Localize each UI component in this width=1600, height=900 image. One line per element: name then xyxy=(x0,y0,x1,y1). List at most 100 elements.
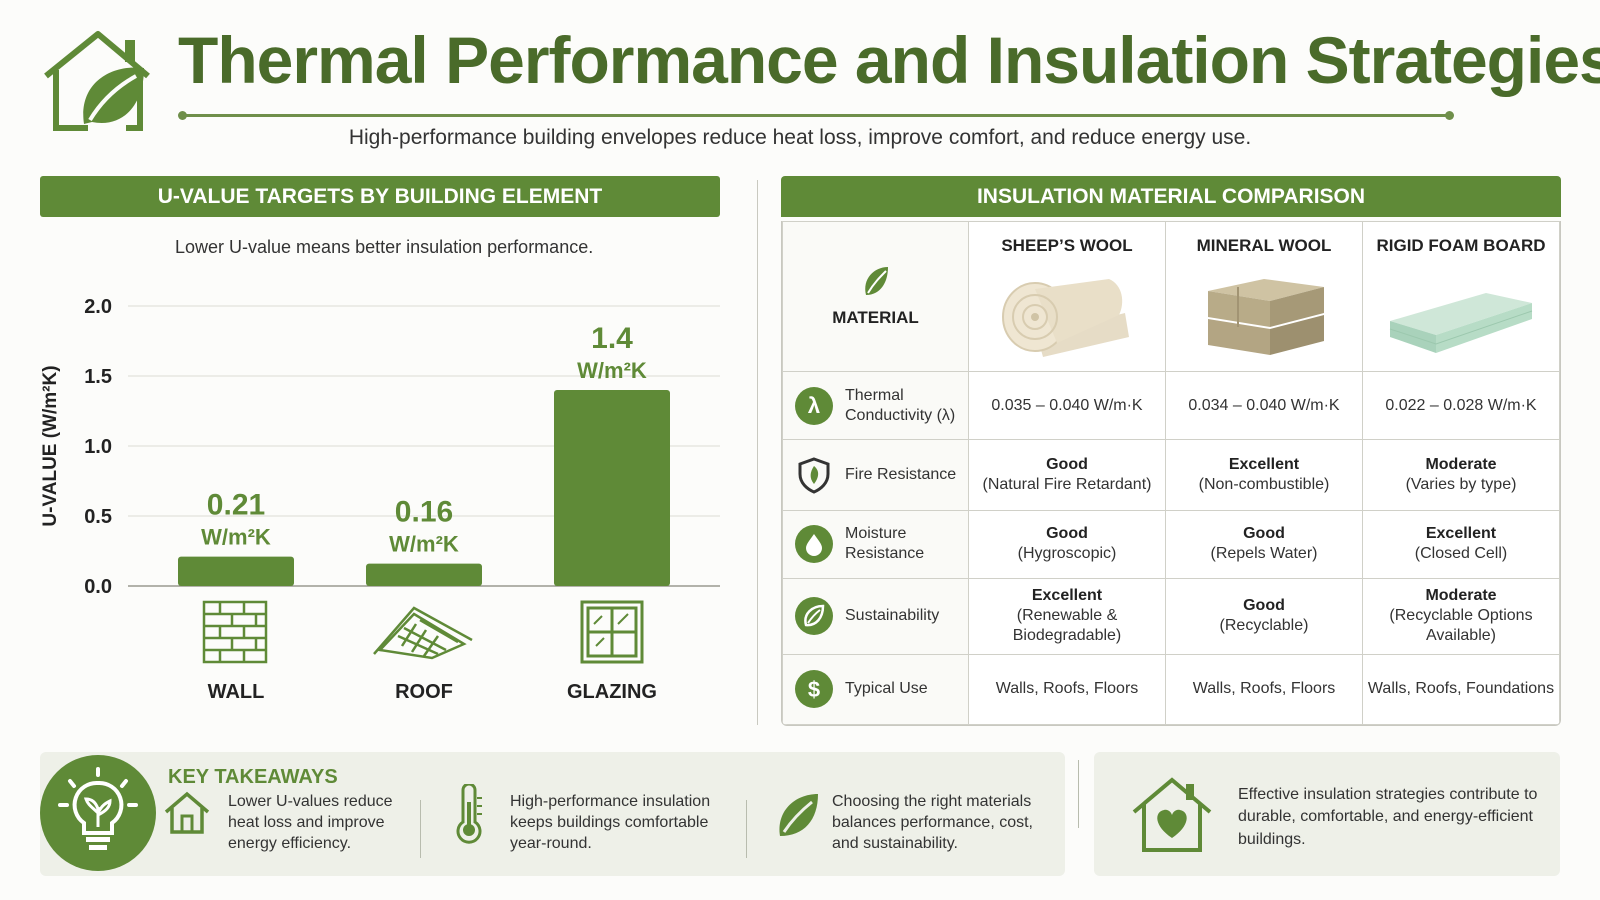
house-icon xyxy=(162,788,212,843)
cell-rating: Good xyxy=(1046,525,1088,543)
material-panel-header: INSULATION MATERIAL COMPARISON xyxy=(781,176,1561,217)
table-row: Fire Resistance Good (Natural Fire Retard… xyxy=(782,439,1560,511)
cell-detail: (Recyclable) xyxy=(1219,617,1309,635)
cell-detail: (Closed Cell) xyxy=(1414,545,1508,563)
material-col-rigid-foam: RIGID FOAM BOARD xyxy=(1362,221,1560,373)
category-label: WALL xyxy=(208,681,265,703)
chart-note: Lower U-value means better insulation pe… xyxy=(175,237,594,257)
y-tick-label: 2.0 xyxy=(84,296,112,318)
leaf-icon xyxy=(776,790,820,845)
table-cell: Moderate (Varies by type) xyxy=(1362,439,1560,511)
y-axis-label: U-VALUE (W/m²K) xyxy=(40,365,61,526)
section-divider xyxy=(1078,760,1079,828)
table-cell: Good (Hygroscopic) xyxy=(968,509,1166,579)
row-head-typical-use: $ Typical Use xyxy=(782,653,969,725)
y-tick-label: 0.0 xyxy=(84,576,112,598)
row-label: Moisture Resistance xyxy=(845,525,925,563)
closing-panel xyxy=(1094,752,1560,876)
table-cell: 0.022 – 0.028 W/m·K xyxy=(1362,371,1560,441)
cell-detail: Walls, Roofs, Foundations xyxy=(1367,680,1555,698)
panel-divider xyxy=(757,180,758,725)
key-takeaways-title: KEY TAKEAWAYS xyxy=(168,766,338,788)
row-head-thermal: λ Thermal Conductivity (λ) xyxy=(782,371,969,441)
unit-label: W/m²K xyxy=(389,532,459,557)
foam-board-image xyxy=(1389,292,1533,353)
cell-detail: (Repels Water) xyxy=(1210,545,1318,563)
y-tick-label: 1.5 xyxy=(84,366,112,388)
table-cell: Good (Repels Water) xyxy=(1165,509,1363,579)
wool-roll-image xyxy=(1002,278,1129,357)
row-label: Sustainability xyxy=(845,607,940,625)
cell-detail: Walls, Roofs, Floors xyxy=(1192,680,1336,698)
window-icon xyxy=(580,600,644,664)
u-value-panel-header: U-VALUE TARGETS BY BUILDING ELEMENT xyxy=(40,176,720,217)
table-cell: Moderate (Recyclable Options Available) xyxy=(1362,577,1560,655)
data-label: 1.4 xyxy=(591,322,633,355)
bar xyxy=(554,390,670,586)
material-corner-cell: MATERIAL xyxy=(782,221,969,373)
cell-rating: Moderate xyxy=(1425,587,1497,605)
cell-rating: Good xyxy=(1046,455,1088,473)
table-row: λ Thermal Conductivity (λ) 0.035 – 0.040 … xyxy=(782,371,1560,441)
bar xyxy=(178,556,294,586)
material-name: MINERAL WOOL xyxy=(1196,235,1332,255)
dollar-icon: $ xyxy=(795,670,833,709)
table-row: $ Typical Use Walls, Roofs, Floors Walls,… xyxy=(782,653,1560,725)
material-col-mineral-wool: MINERAL WOOL xyxy=(1165,221,1363,373)
cell-detail: (Non-combustible) xyxy=(1198,475,1330,493)
row-head-moisture: Moisture Resistance xyxy=(782,509,969,579)
cell-rating: Good xyxy=(1243,597,1285,615)
cell-detail: 0.022 – 0.028 W/m·K xyxy=(1385,396,1537,414)
page-subtitle: High-performance building envelopes redu… xyxy=(348,126,1252,149)
material-comparison-table: MATERIAL SHEEP’S WOOL MINERAL WOOL xyxy=(781,221,1561,726)
row-head-sustainability: Sustainability xyxy=(782,577,969,655)
cell-detail: (Natural Fire Retardant) xyxy=(982,475,1152,493)
bar xyxy=(366,563,482,586)
cell-detail: (Varies by type) xyxy=(1405,475,1517,493)
cell-detail: (Hygroscopic) xyxy=(1017,545,1117,563)
table-cell: 0.035 – 0.040 W/m·K xyxy=(968,371,1166,441)
water-drop-icon xyxy=(795,525,833,564)
material-name: SHEEP’S WOOL xyxy=(1001,235,1133,255)
cell-detail: 0.034 – 0.040 W/m·K xyxy=(1188,396,1340,414)
cell-detail: (Renewable & Biodegradable) xyxy=(1012,607,1122,645)
key-takeaways-panel xyxy=(40,752,1065,876)
table-cell: Walls, Roofs, Floors xyxy=(968,653,1166,725)
row-label: Thermal Conductivity (λ) xyxy=(845,386,956,424)
table-cell: Good (Recyclable) xyxy=(1165,577,1363,655)
takeaway-text: High-performance insulation keeps buildi… xyxy=(510,793,711,852)
table-cell: 0.034 – 0.040 W/m·K xyxy=(1165,371,1363,441)
table-row: Sustainability Excellent (Renewable & Bio… xyxy=(782,577,1560,655)
closing-text: Effective insulation strategies contribu… xyxy=(1238,786,1538,848)
cell-rating: Moderate xyxy=(1425,455,1497,473)
page-title: Thermal Performance and Insulation Strat… xyxy=(178,23,1600,97)
category-label: GLAZING xyxy=(567,681,657,703)
takeaway-separator xyxy=(420,800,421,858)
leaf-icon xyxy=(862,265,890,299)
takeaway-text: Lower U-values reduce heat loss and impr… xyxy=(228,793,393,852)
takeaway-text: Choosing the right materials balances pe… xyxy=(832,793,1033,852)
unit-label: W/m²K xyxy=(577,358,647,383)
row-label: Typical Use xyxy=(845,680,928,698)
lightbulb-leaf-icon xyxy=(40,755,156,871)
title-underline xyxy=(178,111,1454,120)
u-value-bar-chart: 0.0 0.5 1.0 1.5 2.0 U-VALUE (W/m²K) 0.21 W/m²K W… xyxy=(40,296,720,703)
row-head-fire: Fire Resistance xyxy=(782,439,969,511)
cell-rating: Good xyxy=(1243,525,1285,543)
roof-icon xyxy=(373,606,473,660)
cell-detail: 0.035 – 0.040 W/m·K xyxy=(991,396,1143,414)
material-col-sheeps-wool: SHEEP’S WOOL xyxy=(968,221,1166,373)
lambda-icon: λ xyxy=(795,386,833,425)
logo-house-leaf-icon xyxy=(40,28,155,133)
material-corner-label: MATERIAL xyxy=(832,307,919,327)
brick-wall-icon xyxy=(202,600,268,664)
leaf-icon xyxy=(795,597,833,636)
unit-label: W/m²K xyxy=(201,525,271,550)
table-cell: Excellent (Non-combustible) xyxy=(1165,439,1363,511)
table-cell: Excellent (Closed Cell) xyxy=(1362,509,1560,579)
cell-rating: Excellent xyxy=(1228,455,1300,473)
cell-rating: Excellent xyxy=(1031,587,1103,605)
category-label: ROOF xyxy=(395,681,453,703)
cell-rating: Excellent xyxy=(1425,525,1497,543)
table-cell: Walls, Roofs, Floors xyxy=(1165,653,1363,725)
